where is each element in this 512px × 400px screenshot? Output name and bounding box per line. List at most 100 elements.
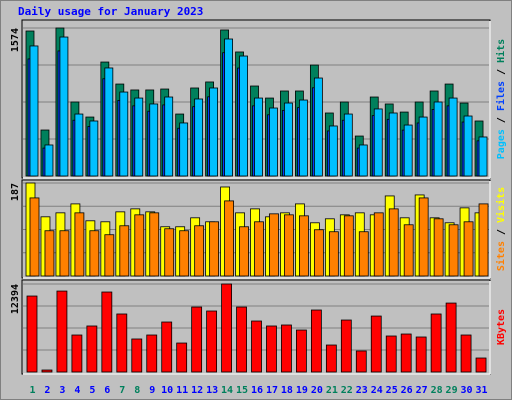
x-tick-label: 12 bbox=[191, 385, 203, 396]
bar bbox=[194, 98, 204, 177]
x-tick-label: 1 bbox=[29, 385, 35, 396]
bar bbox=[433, 218, 444, 277]
x-tick-label: 24 bbox=[371, 385, 383, 396]
bar bbox=[59, 230, 70, 277]
x-tick-label: 26 bbox=[401, 385, 413, 396]
bar bbox=[209, 87, 219, 177]
bar bbox=[299, 99, 308, 177]
x-tick-label: 2 bbox=[44, 385, 50, 396]
bar bbox=[56, 290, 68, 373]
bar bbox=[388, 208, 399, 277]
bar bbox=[146, 334, 158, 373]
bar bbox=[224, 38, 233, 177]
x-tick-label: 6 bbox=[104, 385, 110, 396]
bar bbox=[355, 350, 367, 373]
bar bbox=[328, 231, 339, 277]
x-tick-label: 8 bbox=[134, 385, 140, 396]
x-tick-label: 3 bbox=[59, 385, 65, 396]
x-tick-label: 20 bbox=[311, 385, 323, 396]
bar bbox=[433, 101, 443, 177]
bar bbox=[164, 96, 174, 177]
bar bbox=[254, 221, 264, 277]
legend-separator: / bbox=[496, 63, 507, 81]
bar bbox=[191, 306, 203, 373]
bar bbox=[104, 67, 114, 177]
x-tick-label: 27 bbox=[416, 385, 428, 396]
bar bbox=[179, 122, 189, 177]
legend-entry: Hits bbox=[495, 39, 507, 63]
bar bbox=[224, 200, 234, 277]
x-tick-label: 16 bbox=[251, 385, 263, 396]
x-tick-label: 30 bbox=[461, 385, 473, 396]
bar bbox=[343, 215, 354, 277]
bar bbox=[251, 320, 262, 373]
bar bbox=[149, 103, 159, 177]
x-tick-label: 22 bbox=[341, 385, 353, 396]
bar bbox=[325, 344, 337, 373]
bar bbox=[131, 338, 143, 373]
bar bbox=[86, 325, 98, 373]
legend: Pages / Files / Hits bbox=[495, 39, 507, 159]
bar bbox=[358, 144, 368, 177]
bar bbox=[478, 203, 489, 277]
bar bbox=[221, 283, 232, 373]
x-tick-label: 28 bbox=[431, 385, 443, 396]
bar bbox=[460, 334, 472, 373]
bar bbox=[403, 224, 414, 277]
bar bbox=[418, 116, 428, 177]
y-tick-label: 187 bbox=[10, 183, 21, 201]
x-tick-label: 9 bbox=[149, 385, 155, 396]
bar bbox=[475, 357, 487, 373]
bar bbox=[403, 124, 413, 177]
x-tick-label: 18 bbox=[281, 385, 293, 396]
bar bbox=[269, 213, 279, 277]
legend-separator: / bbox=[496, 223, 507, 241]
x-tick-label: 19 bbox=[296, 385, 308, 396]
bar bbox=[343, 113, 353, 177]
x-tick-label: 14 bbox=[221, 385, 233, 396]
bar bbox=[463, 221, 474, 277]
x-tick-label: 4 bbox=[74, 385, 80, 396]
x-tick-label: 5 bbox=[89, 385, 95, 396]
bar bbox=[254, 97, 263, 177]
legend-entry: Pages bbox=[496, 129, 507, 159]
bar bbox=[284, 214, 294, 277]
x-tick-label: 13 bbox=[206, 385, 218, 396]
bar bbox=[26, 295, 38, 373]
bar bbox=[134, 214, 145, 277]
bar bbox=[448, 224, 459, 277]
legend: KBytes bbox=[496, 309, 507, 345]
y-tick-label: 1574 bbox=[10, 28, 21, 52]
bar bbox=[400, 333, 412, 373]
y-tick-label: 12394 bbox=[10, 284, 21, 314]
bar bbox=[296, 329, 307, 373]
bar bbox=[236, 306, 247, 373]
bar bbox=[313, 77, 323, 177]
bar bbox=[29, 45, 39, 177]
bar bbox=[269, 107, 278, 177]
bar bbox=[299, 215, 309, 277]
legend-entry: Sites bbox=[495, 241, 507, 271]
bar bbox=[176, 342, 188, 373]
bar bbox=[239, 55, 248, 177]
x-tick-label: 15 bbox=[236, 385, 248, 396]
bar bbox=[310, 309, 322, 373]
bar bbox=[370, 315, 382, 373]
bar bbox=[340, 319, 352, 373]
bar bbox=[430, 313, 442, 373]
x-tick-label: 25 bbox=[386, 385, 398, 396]
bar bbox=[463, 115, 473, 177]
x-tick-label: 31 bbox=[475, 385, 487, 396]
x-tick-label: 21 bbox=[326, 385, 338, 396]
bar bbox=[161, 321, 173, 373]
bar bbox=[119, 225, 130, 277]
x-tick-label: 11 bbox=[176, 385, 188, 396]
bar bbox=[284, 102, 293, 177]
bar bbox=[119, 91, 129, 177]
x-tick-label: 23 bbox=[356, 385, 368, 396]
x-tick-label: 10 bbox=[161, 385, 173, 396]
bar bbox=[239, 226, 249, 277]
bar bbox=[149, 212, 160, 277]
